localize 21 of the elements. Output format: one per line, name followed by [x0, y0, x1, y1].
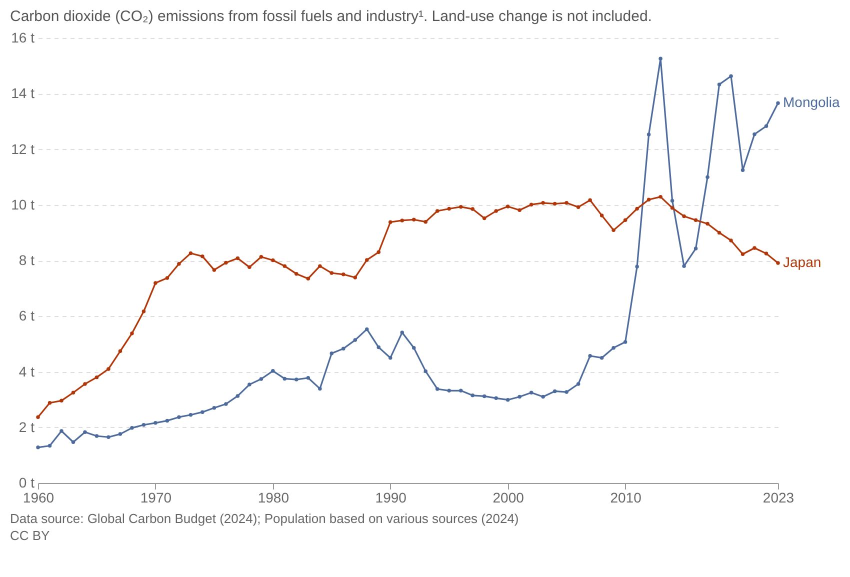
x-tick-label: 1960 [22, 490, 54, 506]
x-tick-label: 1990 [375, 490, 407, 506]
y-tick-label: 4 t [18, 363, 35, 380]
series-label: Mongolia [783, 94, 840, 110]
y-tick-label: 2 t [18, 418, 35, 435]
source-note: Data source: Global Carbon Budget (2024); Population based on various sources (2024) [9, 510, 520, 526]
x-tick-label: 2010 [610, 490, 642, 506]
y-tick-label: 16 t [11, 30, 35, 46]
y-tick-label: 6 t [18, 308, 35, 324]
text: CC BY [9, 527, 51, 543]
y-tick-label: 0 t [18, 474, 35, 490]
y-tick-label: 8 t [18, 252, 35, 268]
x-tick-label: 1970 [140, 490, 172, 506]
y-tick-label: 12 t [11, 140, 35, 157]
y-tick-label: 10 t [11, 196, 35, 212]
series-label: Japan [783, 254, 822, 270]
x-tick-label: 2023 [762, 490, 794, 506]
x-tick-label: 2000 [492, 490, 524, 506]
x-tick-label: 1980 [258, 490, 290, 506]
y-tick-label: 14 t [11, 85, 35, 102]
chart-title: Carbon dioxide (CO₂) emissions from fossil fuels and industry¹. Land-use change is not included. [9, 7, 653, 25]
